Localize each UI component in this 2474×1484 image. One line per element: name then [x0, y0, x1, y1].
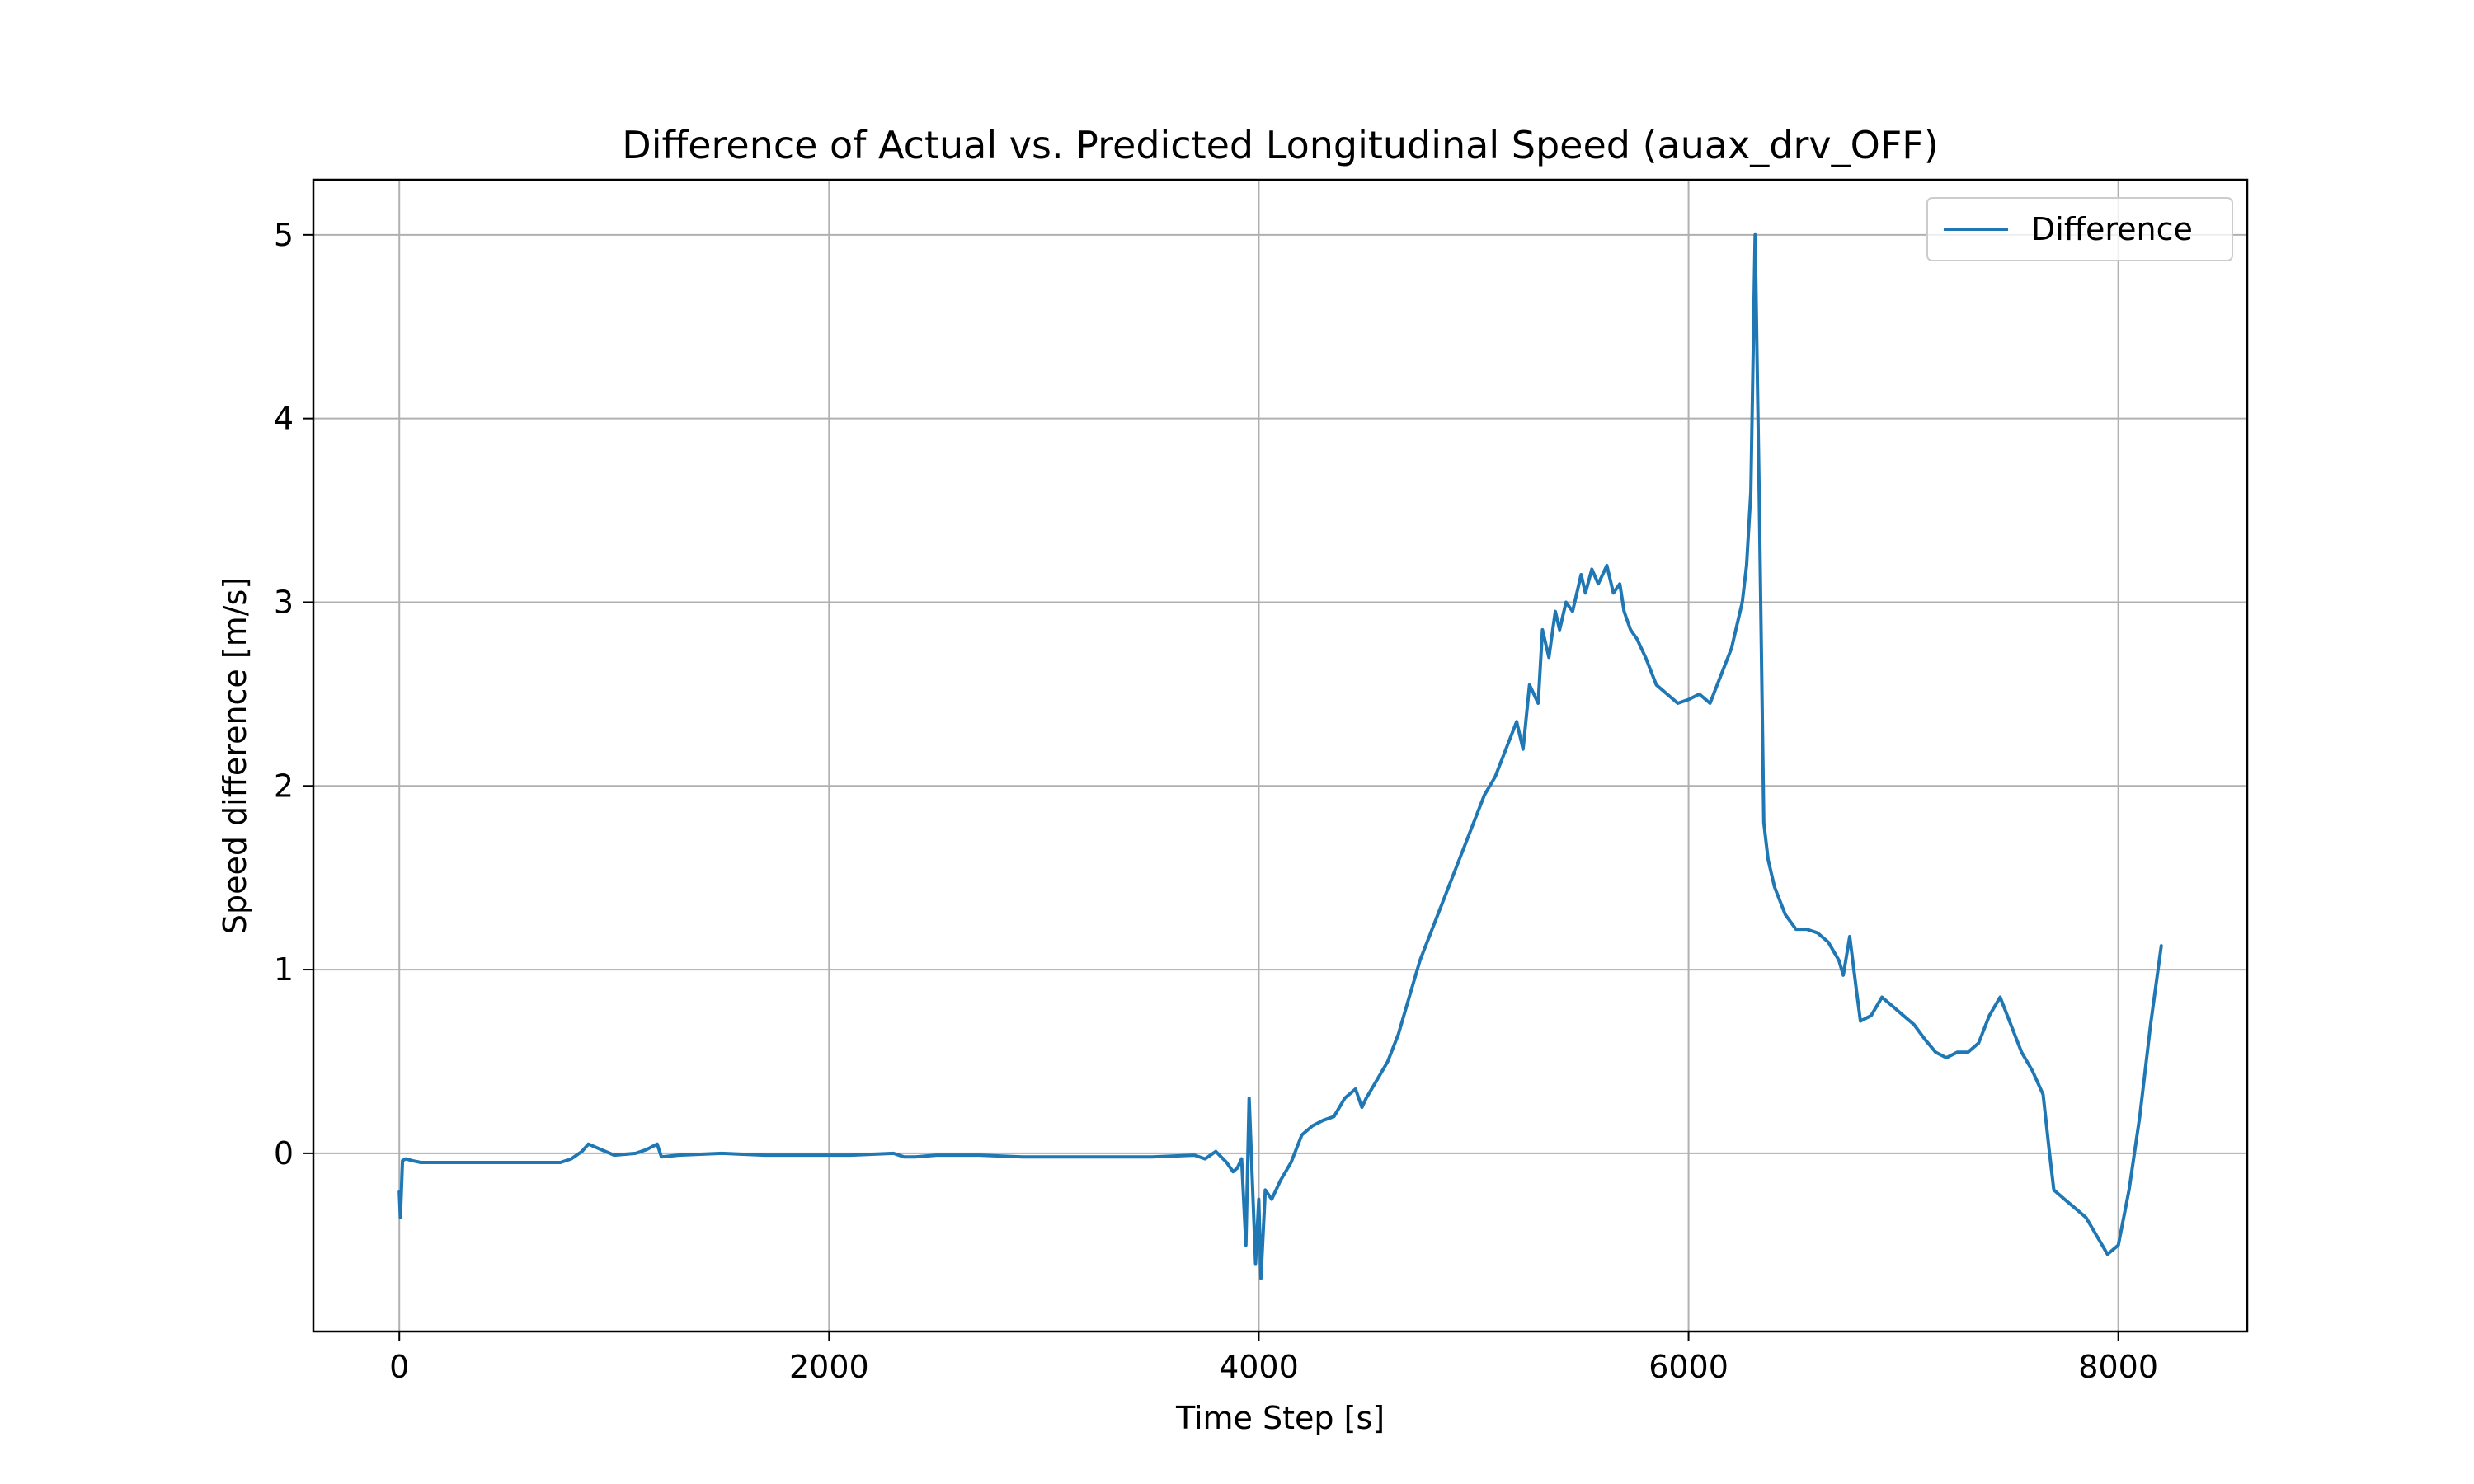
y-tick-label: 5: [274, 217, 294, 253]
x-tick-label: 0: [389, 1349, 409, 1385]
plot-frame: [312, 178, 2249, 1333]
y-tick-label: 1: [274, 951, 294, 988]
x-axis-label: Time Step [s]: [1175, 1400, 1385, 1436]
grid: [313, 180, 2247, 1331]
y-axis-label: Speed difference [m/s]: [217, 577, 253, 934]
chart-title: Difference of Actual vs. Predicted Longi…: [622, 123, 1938, 167]
x-tick-label: 4000: [1219, 1349, 1299, 1385]
tick-layer: 0 2000 4000 6000 8000 0 1 2 3 4 5: [274, 217, 2158, 1385]
y-tick-label: 4: [274, 401, 294, 437]
y-tick-label: 3: [274, 584, 294, 620]
y-tick-label: 2: [274, 768, 294, 804]
legend-box: [1926, 197, 2233, 261]
series-layer: [397, 232, 2163, 1280]
legend: Difference: [1926, 197, 2233, 261]
series-line-difference: [397, 232, 2163, 1280]
y-tick-label: 0: [274, 1135, 294, 1172]
x-tick-label: 8000: [2078, 1349, 2158, 1385]
x-tick-label: 6000: [1649, 1349, 1729, 1385]
x-tick-label: 2000: [789, 1349, 869, 1385]
legend-label-difference: Difference: [2031, 211, 2193, 247]
